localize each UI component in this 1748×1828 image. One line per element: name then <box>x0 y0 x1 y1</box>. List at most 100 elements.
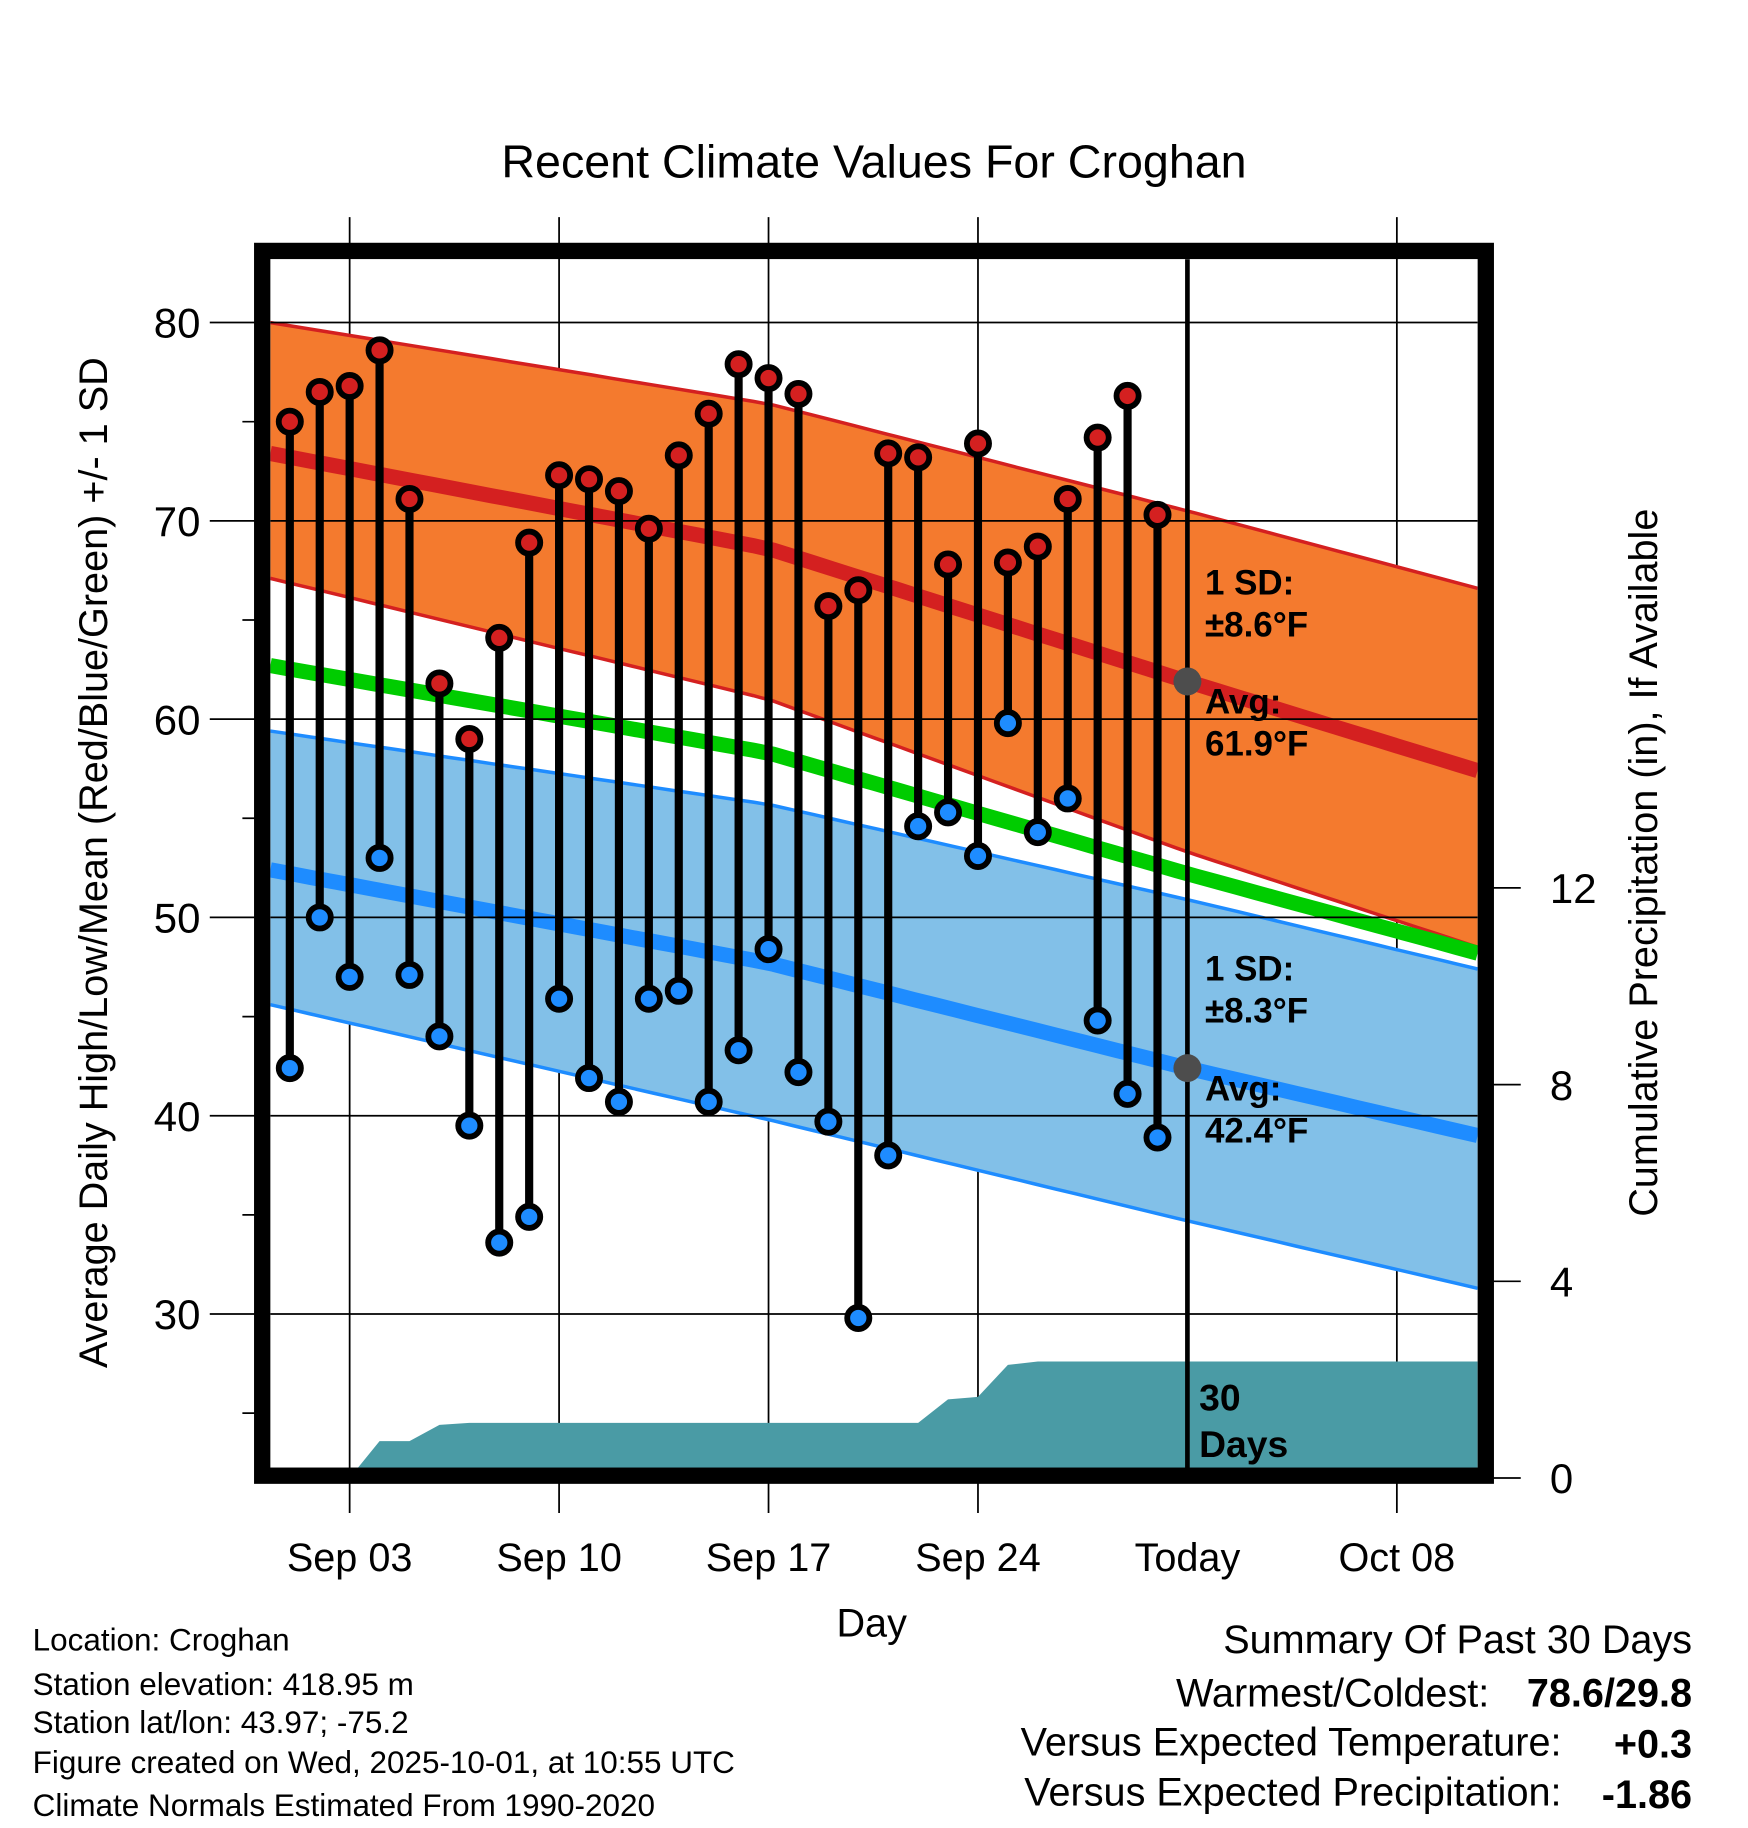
y-tick-label: 30 <box>154 1291 201 1338</box>
low-point <box>515 1202 544 1231</box>
low-point <box>335 962 364 991</box>
footer-location: Location: Croghan <box>33 1622 290 1657</box>
high-point <box>784 379 813 408</box>
high-sd-label: 1 SD: <box>1205 564 1294 603</box>
high-point <box>963 429 992 458</box>
station-info: Location: Croghan Station elevation: 418… <box>33 1622 735 1822</box>
footer-normals: Climate Normals Estimated From 1990-2020 <box>33 1788 655 1823</box>
low-point <box>1053 784 1082 813</box>
cumulative-precip-area <box>357 1361 1478 1469</box>
temp-value: +0.3 <box>1614 1723 1692 1767</box>
low-point <box>545 984 574 1013</box>
high-point <box>904 443 933 472</box>
high-point <box>365 336 394 365</box>
y-axis-label: Average Daily High/Low/Mean (Red/Blue/Gr… <box>72 357 116 1368</box>
high-point <box>694 399 723 428</box>
y-tick-label: 80 <box>154 300 201 347</box>
high-point <box>455 724 484 753</box>
y2-tick-label: 0 <box>1550 1455 1573 1502</box>
high-point <box>1053 485 1082 514</box>
low-point <box>1083 1006 1112 1035</box>
low-point <box>1023 818 1052 847</box>
high-point <box>305 377 334 406</box>
period-number: 30 <box>1199 1376 1240 1418</box>
low-point <box>634 984 663 1013</box>
high-sd-band-lower-edge <box>270 576 1478 949</box>
mean-line <box>270 658 1478 961</box>
y-tick-label: 50 <box>154 895 201 942</box>
high-avg-value: 61.9°F <box>1205 725 1308 764</box>
low-point <box>963 841 992 870</box>
high-point <box>1023 532 1052 561</box>
high-point <box>545 461 574 490</box>
high-point <box>874 439 903 468</box>
high-sd-value: ±8.6°F <box>1205 606 1308 645</box>
high-avg-label: Avg: <box>1205 683 1281 722</box>
high-point <box>575 465 603 494</box>
high-point <box>634 514 663 543</box>
x-tick-label: Sep 24 <box>915 1536 1041 1580</box>
low-point <box>934 798 963 827</box>
x-tick-label: Oct 08 <box>1339 1536 1456 1580</box>
low-point <box>724 1036 753 1065</box>
low-point <box>784 1058 813 1087</box>
y-tick-label: 70 <box>154 498 201 545</box>
y2-tick-label: 4 <box>1550 1258 1573 1305</box>
x-axis-label: Day <box>836 1602 907 1646</box>
footer-elevation: Station elevation: 418.95 m <box>33 1667 414 1702</box>
low-avg-label: Avg: <box>1205 1069 1281 1108</box>
low-point <box>814 1107 843 1136</box>
high-point <box>724 350 753 379</box>
temp-label: Versus Expected Temperature: <box>1021 1720 1562 1764</box>
y-tick-label: 60 <box>154 696 201 743</box>
high-point <box>754 364 783 393</box>
precip-label: Versus Expected Precipitation: <box>1024 1770 1561 1814</box>
low-point <box>275 1054 304 1083</box>
high-sd-band-upper-edge <box>270 320 1478 590</box>
chart-title: Recent Climate Values For Croghan <box>501 136 1246 188</box>
low-point <box>604 1087 633 1116</box>
plot-frame <box>254 242 1494 1484</box>
low-sd-label: 1 SD: <box>1205 949 1294 988</box>
precip-value: -1.86 <box>1602 1773 1692 1817</box>
low-point <box>874 1141 903 1170</box>
high-mean-line <box>270 446 1478 778</box>
low-point <box>993 709 1022 738</box>
high-point <box>425 669 454 698</box>
warm-cold-label: Warmest/Coldest: <box>1176 1671 1489 1715</box>
low-point <box>365 843 394 872</box>
low-point <box>1143 1123 1172 1152</box>
x-tick-label: Sep 03 <box>287 1536 413 1580</box>
period-unit: Days <box>1199 1423 1288 1465</box>
low-point <box>844 1304 873 1332</box>
low-point <box>455 1111 484 1140</box>
low-sd-band <box>270 731 1478 1289</box>
annotations: 1 SD: ±8.6°F Avg: 61.9°F 1 SD: ±8.3°F Av… <box>1199 564 1308 1465</box>
low-avg-value: 42.4°F <box>1205 1111 1308 1150</box>
warm-cold-value: 78.6/29.8 <box>1527 1671 1692 1715</box>
low-point <box>1113 1079 1142 1108</box>
high-point <box>1143 500 1172 529</box>
footer-created: Figure created on Wed, 2025-10-01, at 10… <box>33 1745 735 1780</box>
low-point <box>395 960 424 989</box>
low-point <box>904 812 933 841</box>
x-tick-label: Sep 17 <box>706 1536 832 1580</box>
high-point <box>814 592 843 621</box>
high-point <box>844 576 873 605</box>
y-tick-label: 40 <box>154 1093 201 1140</box>
y2-tick-label: 12 <box>1550 865 1597 912</box>
x-tick-label: Sep 10 <box>496 1536 622 1580</box>
x-tick-label: Today <box>1135 1536 1241 1580</box>
low-point <box>305 903 334 932</box>
low-point <box>664 976 693 1005</box>
summary: Summary Of Past 30 Days Warmest/Coldest:… <box>1021 1618 1692 1817</box>
high-avg-marker <box>1173 667 1202 696</box>
y2-axis-label: Cumulative Precipitation (in), If Availa… <box>1622 509 1666 1217</box>
low-point <box>485 1228 514 1257</box>
high-point <box>993 548 1022 577</box>
high-point <box>1113 381 1142 410</box>
low-point <box>575 1064 603 1093</box>
low-avg-marker <box>1173 1054 1202 1083</box>
low-point <box>425 1022 454 1051</box>
